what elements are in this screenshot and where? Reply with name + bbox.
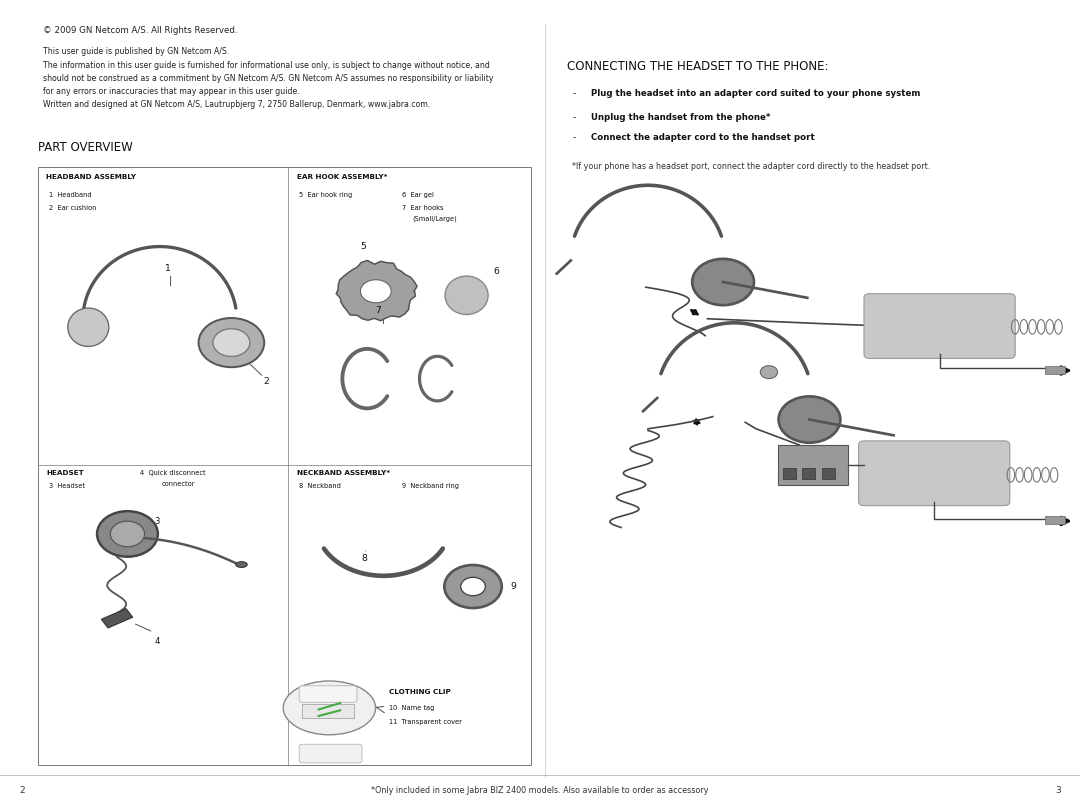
Bar — [38, 167, 531, 765]
Text: 5  Ear hook ring: 5 Ear hook ring — [299, 192, 352, 197]
FancyBboxPatch shape — [859, 441, 1010, 506]
Text: 3: 3 — [154, 517, 160, 526]
Text: Unplug the handset from the phone*: Unplug the handset from the phone* — [591, 113, 770, 122]
Text: PART OVERVIEW: PART OVERVIEW — [38, 141, 133, 154]
Circle shape — [199, 318, 265, 367]
FancyBboxPatch shape — [299, 744, 362, 763]
Bar — [822, 468, 835, 479]
Text: The information in this user guide is furnished for informational use only, is s: The information in this user guide is fu… — [43, 61, 490, 70]
Text: 6: 6 — [494, 267, 499, 276]
Bar — [1045, 516, 1065, 524]
Text: HEADBAND ASSEMBLY: HEADBAND ASSEMBLY — [46, 174, 136, 180]
Text: HEADSET: HEADSET — [46, 470, 84, 476]
Text: Plug the headset into an adapter cord suited to your phone system: Plug the headset into an adapter cord su… — [591, 89, 920, 98]
Text: 1: 1 — [165, 265, 171, 273]
Text: Connect the adapter cord to the handset port: Connect the adapter cord to the handset … — [591, 133, 814, 142]
Text: 4: 4 — [154, 637, 160, 646]
Ellipse shape — [235, 561, 247, 567]
Text: *If your phone has a headset port, connect the adapter cord directly to the head: *If your phone has a headset port, conne… — [572, 162, 931, 171]
Text: 6  Ear gel: 6 Ear gel — [402, 192, 434, 197]
Bar — [302, 704, 353, 718]
Circle shape — [461, 578, 485, 595]
Text: 8: 8 — [362, 554, 367, 563]
Text: 3  Headset: 3 Headset — [49, 483, 84, 489]
Text: © 2009 GN Netcom A/S. All Rights Reserved.: © 2009 GN Netcom A/S. All Rights Reserve… — [43, 26, 238, 35]
Ellipse shape — [68, 308, 109, 346]
Text: -: - — [572, 133, 576, 142]
Text: EAR HOOK ASSEMBLY*: EAR HOOK ASSEMBLY* — [297, 174, 388, 180]
Text: 11  Transparent cover: 11 Transparent cover — [389, 719, 461, 725]
Text: 7: 7 — [375, 307, 381, 316]
Text: 2: 2 — [19, 786, 25, 795]
Text: 3: 3 — [1055, 786, 1061, 795]
Bar — [783, 468, 796, 479]
Text: This user guide is published by GN Netcom A/S.: This user guide is published by GN Netco… — [43, 47, 229, 56]
Text: 7  Ear hooks: 7 Ear hooks — [402, 205, 443, 210]
Text: -: - — [572, 89, 576, 98]
Bar — [1045, 366, 1065, 374]
Text: 8  Neckband: 8 Neckband — [299, 483, 341, 489]
Text: *Only included in some Jabra BIZ 2400 models. Also available to order as accesso: *Only included in some Jabra BIZ 2400 mo… — [372, 786, 708, 795]
Text: Written and designed at GN Netcom A/S, Lautrupbjerg 7, 2750 Ballerup, Denmark, w: Written and designed at GN Netcom A/S, L… — [43, 100, 431, 109]
Bar — [102, 608, 133, 628]
Circle shape — [444, 565, 502, 608]
Text: 2  Ear cushion: 2 Ear cushion — [49, 205, 96, 210]
Circle shape — [361, 280, 391, 303]
Text: 4  Quick disconnect: 4 Quick disconnect — [140, 470, 206, 476]
Polygon shape — [336, 260, 417, 320]
Text: 2: 2 — [264, 376, 270, 386]
Bar — [778, 445, 848, 485]
Circle shape — [110, 521, 145, 547]
FancyBboxPatch shape — [864, 294, 1015, 358]
Bar — [802, 468, 815, 479]
Text: NECKBAND ASSEMBLY*: NECKBAND ASSEMBLY* — [297, 470, 390, 476]
Circle shape — [779, 396, 840, 443]
Text: 1  Headband: 1 Headband — [49, 192, 91, 197]
Circle shape — [97, 511, 158, 557]
Text: 10  Name tag: 10 Name tag — [389, 705, 434, 710]
Text: CLOTHING CLIP: CLOTHING CLIP — [389, 688, 450, 695]
Circle shape — [213, 328, 249, 357]
Text: CONNECTING THE HEADSET TO THE PHONE:: CONNECTING THE HEADSET TO THE PHONE: — [567, 60, 828, 73]
Ellipse shape — [445, 276, 488, 315]
Text: (Small/Large): (Small/Large) — [413, 215, 457, 222]
Ellipse shape — [283, 681, 376, 735]
Text: should not be construed as a commitment by GN Netcom A/S. GN Netcom A/S assumes : should not be construed as a commitment … — [43, 74, 494, 83]
Text: 9  Neckband ring: 9 Neckband ring — [402, 483, 459, 489]
Circle shape — [692, 259, 754, 305]
Text: connector: connector — [162, 481, 195, 487]
Text: for any errors or inaccuracies that may appear in this user guide.: for any errors or inaccuracies that may … — [43, 87, 300, 96]
Text: 9: 9 — [511, 582, 516, 591]
Text: 5: 5 — [360, 242, 366, 252]
Text: -: - — [572, 113, 576, 122]
FancyBboxPatch shape — [299, 686, 356, 702]
Circle shape — [760, 366, 778, 379]
